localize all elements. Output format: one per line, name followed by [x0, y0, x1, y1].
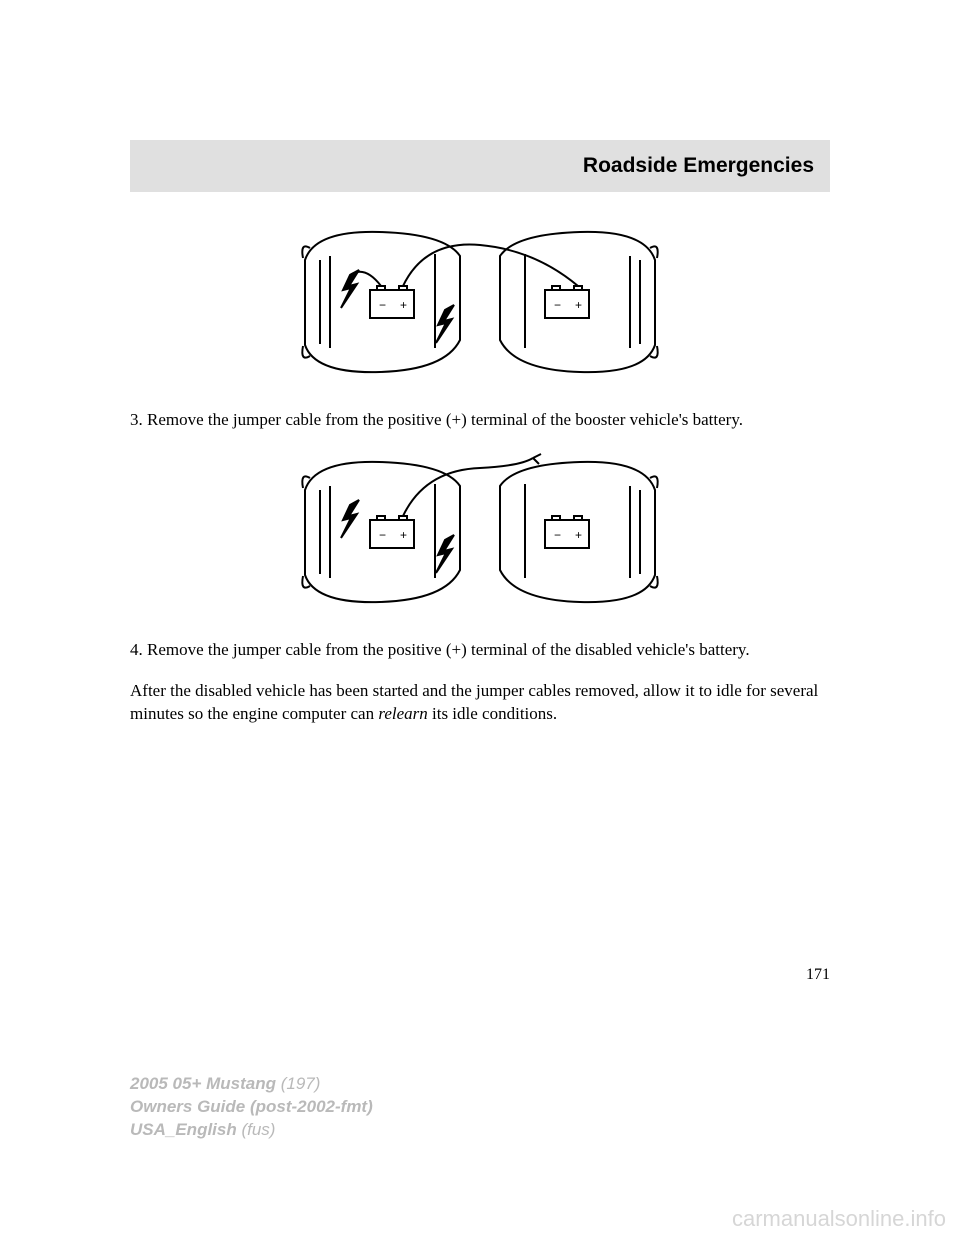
jumper-diagram-1: − + − +: [295, 220, 665, 385]
svg-text:+: +: [400, 298, 407, 312]
footer-line-2: Owners Guide (post-2002-fmt): [130, 1096, 373, 1119]
after-text: After the disabled vehicle has been star…: [130, 680, 830, 726]
after-italic: relearn: [378, 704, 427, 723]
header-bar: Roadside Emergencies: [130, 140, 830, 192]
svg-text:+: +: [575, 528, 582, 542]
page-number: 171: [130, 966, 830, 984]
svg-text:+: +: [575, 298, 582, 312]
step-4-text: 4. Remove the jumper cable from the posi…: [130, 639, 830, 662]
svg-text:−: −: [379, 298, 386, 312]
step-3-text: 3. Remove the jumper cable from the posi…: [130, 409, 830, 432]
footer-lang: USA_English: [130, 1120, 237, 1139]
watermark: carmanualsonline.info: [732, 1206, 946, 1232]
svg-text:−: −: [554, 528, 561, 542]
svg-text:−: −: [554, 298, 561, 312]
section-title: Roadside Emergencies: [583, 154, 814, 177]
after-suffix: its idle conditions.: [428, 704, 557, 723]
footer-model: 2005 05+ Mustang: [130, 1074, 276, 1093]
footer-code-3: (fus): [237, 1120, 276, 1139]
jumper-diagram-2: − + − +: [295, 450, 665, 615]
svg-text:+: +: [400, 528, 407, 542]
footer-line-1: 2005 05+ Mustang (197): [130, 1073, 373, 1096]
footer-code-1: (197): [276, 1074, 320, 1093]
footer-line-3: USA_English (fus): [130, 1119, 373, 1142]
page-container: Roadside Emergencies: [0, 0, 960, 984]
svg-text:−: −: [379, 528, 386, 542]
footer-block: 2005 05+ Mustang (197) Owners Guide (pos…: [130, 1073, 373, 1142]
